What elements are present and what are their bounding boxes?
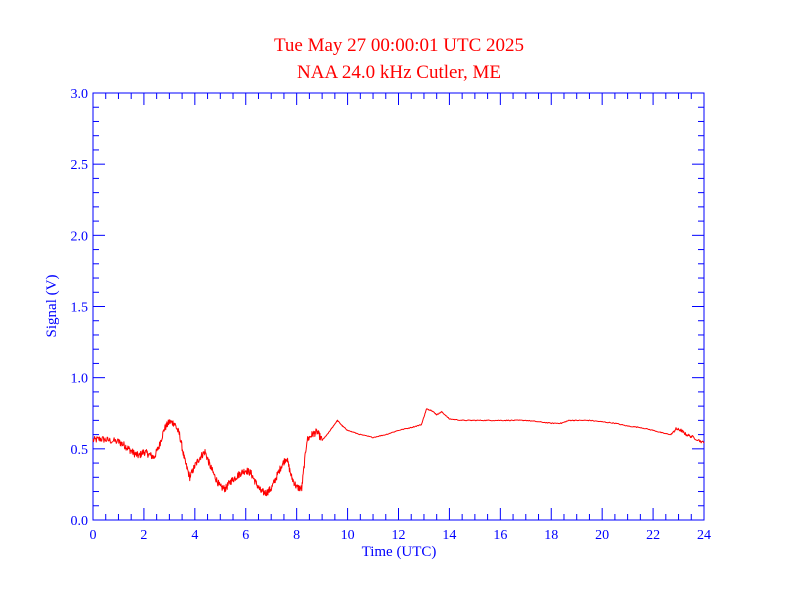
- chart-subtitle: NAA 24.0 kHz Cutler, ME: [297, 62, 501, 83]
- y-tick-label: 0.0: [71, 514, 89, 529]
- chart-title: Tue May 27 00:00:01 UTC 2025: [274, 35, 524, 56]
- x-tick-label: 16: [493, 528, 507, 543]
- x-tick-label: 12: [392, 528, 406, 543]
- x-tick-label: 0: [90, 528, 97, 543]
- y-tick-label: 2.0: [71, 229, 89, 244]
- x-tick-label: 22: [646, 528, 660, 543]
- series-line-0: [92, 408, 705, 497]
- y-tick-label: 1.5: [71, 301, 89, 316]
- y-tick-labels: 0.0 0.5 1.0 1.5 2.0 2.5 3.0: [71, 87, 89, 529]
- y-tick-label: 2.5: [71, 158, 89, 173]
- y-tick-label: 3.0: [71, 87, 89, 102]
- axis-ticks: [92, 92, 705, 521]
- y-tick-label: 1.0: [71, 372, 89, 387]
- series-group: [92, 408, 705, 497]
- y-axis-label: Signal (V): [44, 275, 60, 338]
- x-tick-label: 6: [242, 528, 249, 543]
- x-axis-label: Time (UTC): [362, 544, 437, 560]
- x-tick-label: 24: [697, 528, 711, 543]
- x-tick-label: 10: [341, 528, 355, 543]
- x-tick-label: 20: [595, 528, 609, 543]
- x-tick-label: 8: [293, 528, 300, 543]
- y-tick-label: 0.5: [71, 443, 89, 458]
- x-tick-label: 2: [140, 528, 147, 543]
- x-tick-label: 14: [442, 528, 456, 543]
- x-tick-label: 18: [544, 528, 558, 543]
- x-tick-label: 4: [191, 528, 198, 543]
- x-tick-labels: 0 2 4 6 8 10 12 14 16 18 20 22 24: [90, 528, 712, 543]
